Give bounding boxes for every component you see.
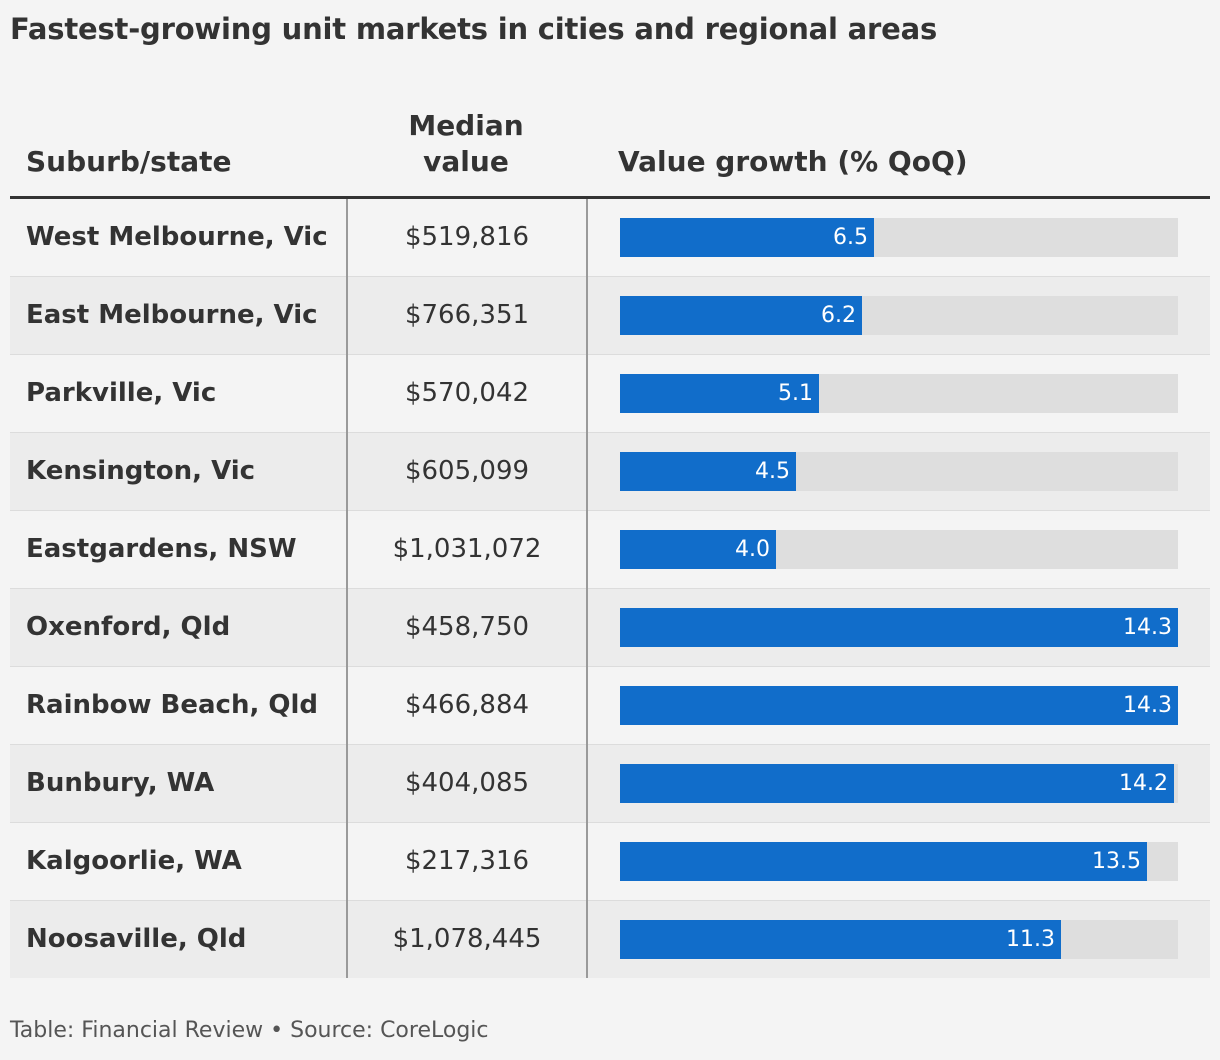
growth-bar: 14.3 xyxy=(620,608,1178,647)
growth-bar: 6.2 xyxy=(620,296,862,335)
growth-bar-track: 14.3 xyxy=(620,686,1178,725)
growth-bar: 13.5 xyxy=(620,842,1147,881)
median-value-cell: $458,750 xyxy=(404,612,530,642)
median-value-cell: $766,351 xyxy=(404,300,530,330)
growth-bar-track: 14.2 xyxy=(620,764,1178,803)
footer: Table: Financial Review • Source: CoreLo… xyxy=(10,1018,489,1043)
growth-bar: 4.0 xyxy=(620,530,776,569)
suburb-cell: Oxenford, Qld xyxy=(26,612,231,642)
growth-bar-track: 13.5 xyxy=(620,842,1178,881)
column-header-median-line2: value xyxy=(423,145,509,178)
median-value-cell: $466,884 xyxy=(404,690,530,720)
column-divider-1 xyxy=(346,199,348,978)
median-value-cell: $1,031,072 xyxy=(392,534,542,564)
table-row: Kalgoorlie, WA $217,316 13.5 xyxy=(10,823,1210,901)
table-row: Rainbow Beach, Qld $466,884 14.3 xyxy=(10,667,1210,745)
footer-source: Source: CoreLogic xyxy=(290,1018,489,1043)
table-row: Oxenford, Qld $458,750 14.3 xyxy=(10,589,1210,667)
suburb-cell: West Melbourne, Vic xyxy=(26,222,328,252)
growth-bar-label: 5.1 xyxy=(778,381,813,406)
median-value-cell: $217,316 xyxy=(404,846,530,876)
growth-bar-track: 5.1 xyxy=(620,374,1178,413)
column-header-growth: Value growth (% QoQ) xyxy=(618,145,968,178)
growth-bar-label: 14.3 xyxy=(1123,615,1172,640)
growth-bar: 14.2 xyxy=(620,764,1174,803)
median-value-cell: $570,042 xyxy=(404,378,530,408)
growth-bar: 14.3 xyxy=(620,686,1178,725)
suburb-cell: Parkville, Vic xyxy=(26,378,217,408)
growth-bar-label: 4.5 xyxy=(755,459,790,484)
table-header: Suburb/state Median value Value growth (… xyxy=(10,100,1210,196)
suburb-cell: Noosaville, Qld xyxy=(26,924,247,954)
suburb-cell: East Melbourne, Vic xyxy=(26,300,318,330)
growth-bar-label: 14.2 xyxy=(1119,771,1168,796)
table-row: Bunbury, WA $404,085 14.2 xyxy=(10,745,1210,823)
growth-bar-track: 4.5 xyxy=(620,452,1178,491)
median-value-cell: $404,085 xyxy=(404,768,530,798)
growth-bar-label: 13.5 xyxy=(1092,849,1141,874)
growth-bar: 4.5 xyxy=(620,452,796,491)
table-row: Eastgardens, NSW $1,031,072 4.0 xyxy=(10,511,1210,589)
suburb-cell: Eastgardens, NSW xyxy=(26,534,297,564)
table-row: Parkville, Vic $570,042 5.1 xyxy=(10,355,1210,433)
growth-bar-label: 11.3 xyxy=(1006,927,1055,952)
median-value-cell: $519,816 xyxy=(404,222,530,252)
growth-bar-label: 14.3 xyxy=(1123,693,1172,718)
table-body: West Melbourne, Vic $519,816 6.5 East Melbo… xyxy=(10,199,1210,978)
growth-bar: 6.5 xyxy=(620,218,874,257)
suburb-cell: Bunbury, WA xyxy=(26,768,215,798)
table-row: Noosaville, Qld $1,078,445 11.3 xyxy=(10,901,1210,978)
header-rule xyxy=(10,196,1210,199)
growth-bar-track: 14.3 xyxy=(620,608,1178,647)
growth-bar-track: 4.0 xyxy=(620,530,1178,569)
growth-bar-track: 11.3 xyxy=(620,920,1178,959)
growth-bar-track: 6.2 xyxy=(620,296,1178,335)
suburb-cell: Kensington, Vic xyxy=(26,456,256,486)
table-row: East Melbourne, Vic $766,351 6.2 xyxy=(10,277,1210,355)
footer-credit: Table: Financial Review xyxy=(10,1018,264,1043)
column-header-suburb: Suburb/state xyxy=(26,145,232,178)
growth-bar-label: 6.2 xyxy=(821,303,856,328)
column-divider-2 xyxy=(586,199,588,978)
column-header-median-line1: Median xyxy=(408,109,524,142)
table-row: Kensington, Vic $605,099 4.5 xyxy=(10,433,1210,511)
chart-title: Fastest-growing unit markets in cities a… xyxy=(10,12,938,46)
growth-bar-track: 6.5 xyxy=(620,218,1178,257)
growth-bar: 5.1 xyxy=(620,374,819,413)
suburb-cell: Rainbow Beach, Qld xyxy=(26,690,319,720)
growth-bar: 11.3 xyxy=(620,920,1061,959)
suburb-cell: Kalgoorlie, WA xyxy=(26,846,242,876)
footer-separator: • xyxy=(270,1018,284,1043)
median-value-cell: $1,078,445 xyxy=(392,924,542,954)
median-value-cell: $605,099 xyxy=(404,456,530,486)
growth-bar-label: 4.0 xyxy=(735,537,770,562)
growth-bar-label: 6.5 xyxy=(833,225,868,250)
column-header-median: Median value xyxy=(376,108,556,180)
table-row: West Melbourne, Vic $519,816 6.5 xyxy=(10,199,1210,277)
